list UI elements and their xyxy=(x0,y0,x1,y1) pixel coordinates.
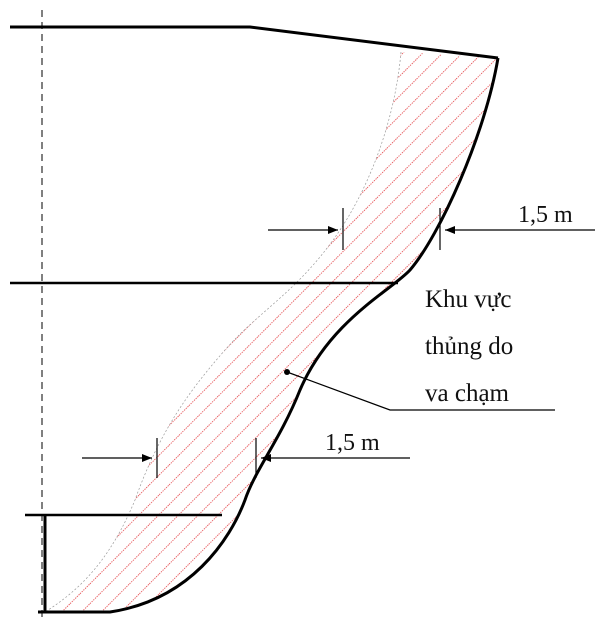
callout-line-1: Khu vực xyxy=(425,286,511,313)
hull-outline xyxy=(60,57,500,614)
lower-dimension: 1,5 m xyxy=(82,430,410,478)
damage-zone-inner-boundary xyxy=(44,51,402,613)
callout-leader-line xyxy=(286,371,555,411)
callout-line-3: va chạm xyxy=(425,380,510,407)
lower-dimension-label: 1,5 m xyxy=(325,430,380,456)
upper-dimension-label: 1,5 m xyxy=(518,202,573,228)
upper-deck-line xyxy=(10,25,499,60)
damage-callout: Khu vực thủng do va chạm xyxy=(284,286,555,411)
upper-dimension: 1,5 m xyxy=(268,202,595,250)
callout-line-2: thủng do xyxy=(425,333,513,360)
